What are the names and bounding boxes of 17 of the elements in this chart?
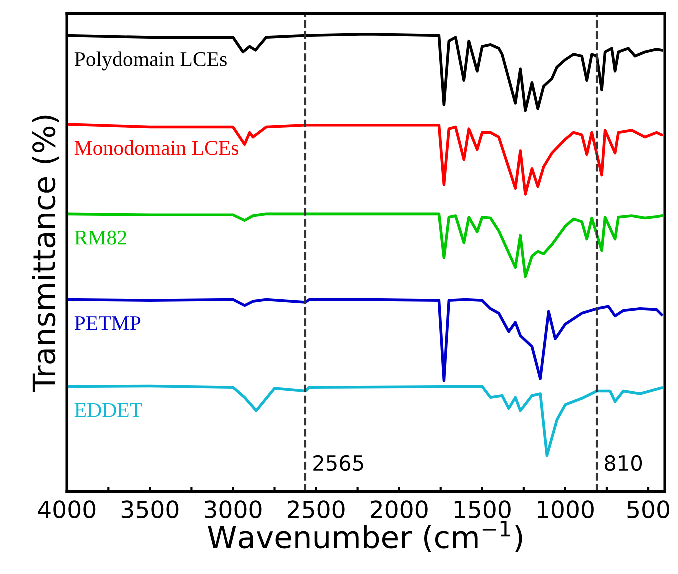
- x-tick-label: 500: [628, 500, 670, 519]
- y-axis-title: Transmittance (%): [32, 116, 60, 393]
- series-label: PETMP: [74, 316, 141, 330]
- series-label: RM82: [74, 230, 126, 245]
- x-tick-label: 1000: [538, 500, 594, 519]
- ref-line-label: 2565: [314, 455, 364, 472]
- series-label: Polydomain LCEs: [74, 52, 227, 71]
- x-tick-label: 2000: [371, 500, 428, 519]
- x-tick-label: 3000: [204, 500, 262, 519]
- x-tick-label: 1500: [454, 500, 511, 519]
- x-tick-label: 3500: [122, 500, 179, 519]
- x-axis-title: Wavenumber (cm$^{−1}$): [208, 521, 522, 552]
- x-tick-label: 4000: [38, 500, 96, 519]
- ref-line-label: 810: [605, 455, 642, 472]
- series-label: Monodomain LCEs: [74, 140, 238, 156]
- series-label: EDDET: [74, 404, 142, 418]
- x-tick-label: 2500: [288, 500, 345, 519]
